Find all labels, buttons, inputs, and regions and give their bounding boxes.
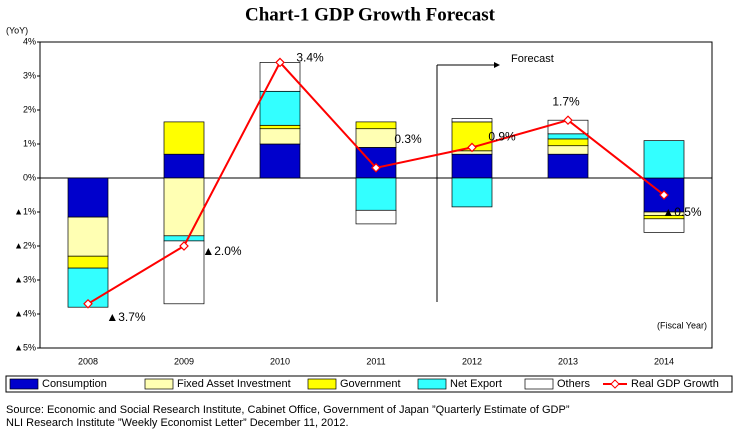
- y-axis-label: (YoY): [6, 25, 28, 35]
- forecast-arrowhead: [494, 62, 500, 68]
- legend-marker: [610, 379, 620, 389]
- y-tick-label: 2%: [23, 104, 36, 114]
- bar-segment: [163, 177, 205, 237]
- value-label: 0.3%: [394, 132, 422, 146]
- y-tick-label: 1%: [23, 138, 36, 148]
- plot-frame: [39, 41, 713, 349]
- legend-label: Others: [557, 378, 591, 390]
- bar-segment: [67, 255, 109, 269]
- line-marker: [563, 115, 573, 126]
- line-marker: [83, 298, 93, 309]
- bar-segment: [451, 177, 493, 208]
- legend-swatch: [9, 378, 39, 390]
- bar-segment: [355, 128, 397, 148]
- bar-segment: [355, 121, 397, 130]
- legend-label: Government: [340, 378, 401, 390]
- value-label: 1.7%: [552, 94, 580, 108]
- x-tick-label: 2013: [558, 356, 578, 366]
- legend-swatch: [417, 378, 447, 390]
- source-line: Source: Economic and Social Research Ins…: [6, 404, 570, 416]
- line-marker: [659, 190, 669, 200]
- bar-segment: [355, 209, 397, 225]
- x-tick-label: 2009: [174, 356, 194, 366]
- bar-segment: [259, 124, 301, 130]
- bar-segment: [547, 133, 589, 140]
- legend-swatch: [144, 378, 174, 390]
- value-label: ▲2.0%: [202, 244, 242, 258]
- y-tick-label: ▲1%: [14, 206, 36, 216]
- y-tick-label: 3%: [23, 70, 36, 80]
- y-tick-label: 0%: [23, 172, 36, 182]
- bar-segment: [67, 177, 109, 218]
- bar-segment: [451, 153, 493, 179]
- forecast-label: Forecast: [511, 53, 554, 65]
- source-line: NLI Research Institute ”Weekly Economist…: [6, 417, 349, 429]
- legend-label: Fixed Asset Investment: [177, 378, 291, 390]
- bar-segment: [643, 140, 685, 179]
- line-marker: [467, 142, 477, 153]
- x-tick-label: 2010: [270, 356, 290, 366]
- x-tick-label: 2011: [366, 356, 385, 366]
- value-label: 0.9%: [488, 130, 516, 144]
- x-axis-label: (Fiscal Year): [657, 320, 707, 330]
- value-label: ▲3.7%: [106, 310, 146, 324]
- bar-segment: [547, 138, 589, 147]
- bar-segment: [259, 143, 301, 179]
- y-tick-label: ▲3%: [14, 274, 36, 284]
- legend: [5, 375, 733, 393]
- bar-segment: [163, 153, 205, 179]
- bar-segment: [67, 216, 109, 257]
- bar-segment: [259, 128, 301, 145]
- line-marker: [275, 57, 285, 68]
- y-tick-label: ▲2%: [14, 240, 36, 250]
- x-tick-label: 2008: [78, 356, 98, 366]
- bar-segment: [355, 177, 397, 211]
- bar-segment: [451, 118, 493, 123]
- chart-title: Chart-1 GDP Growth Forecast: [245, 4, 496, 25]
- legend-label: Consumption: [42, 378, 107, 390]
- bar-segment: [163, 240, 205, 305]
- line-marker: [371, 162, 381, 173]
- legend-label: Net Export: [450, 378, 502, 390]
- legend-label: Real GDP Growth: [631, 378, 719, 390]
- legend-swatch: [524, 378, 554, 390]
- line-marker: [179, 241, 189, 251]
- x-tick-label: 2014: [654, 356, 674, 366]
- bar-segment: [259, 90, 301, 126]
- value-label: 3.4%: [296, 51, 324, 65]
- value-label: ▲0.5%: [662, 205, 702, 219]
- bar-segment: [163, 121, 205, 155]
- x-tick-label: 2012: [462, 356, 482, 366]
- legend-swatch: [307, 378, 337, 390]
- y-tick-label: ▲5%: [14, 342, 36, 352]
- y-tick-label: 4%: [23, 36, 36, 46]
- bar-segment: [163, 235, 205, 242]
- bar-segment: [643, 218, 685, 233]
- bar-segment: [547, 153, 589, 179]
- y-tick-label: ▲4%: [14, 308, 36, 318]
- bar-segment: [547, 145, 589, 155]
